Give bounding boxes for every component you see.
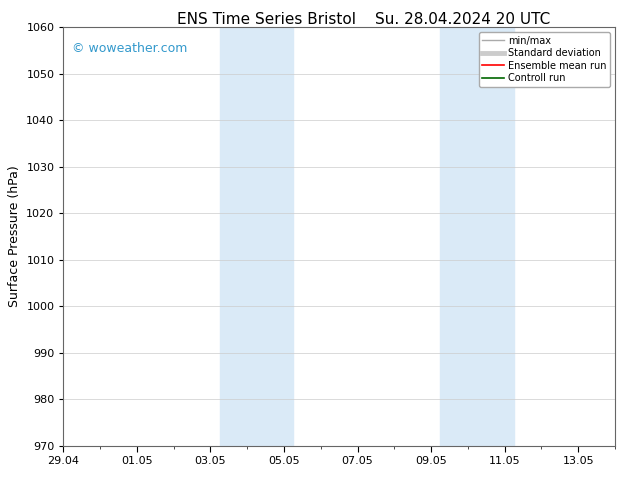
Bar — [220, 27, 293, 446]
Text: © woweather.com: © woweather.com — [72, 42, 187, 54]
Bar — [441, 27, 514, 446]
Text: ENS Time Series Bristol: ENS Time Series Bristol — [177, 12, 356, 27]
Y-axis label: Surface Pressure (hPa): Surface Pressure (hPa) — [8, 166, 21, 307]
Text: Su. 28.04.2024 20 UTC: Su. 28.04.2024 20 UTC — [375, 12, 550, 27]
Legend: min/max, Standard deviation, Ensemble mean run, Controll run: min/max, Standard deviation, Ensemble me… — [479, 32, 610, 87]
